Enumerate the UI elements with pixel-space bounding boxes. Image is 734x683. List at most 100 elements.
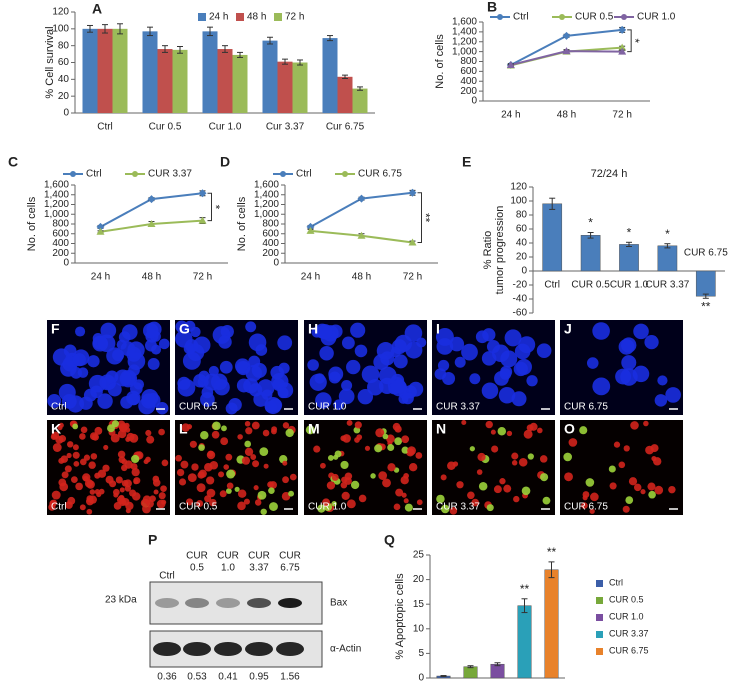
cell — [625, 496, 634, 504]
cell — [94, 426, 103, 435]
cell — [83, 454, 91, 461]
x-tick-label: Cur 1.0 — [209, 122, 242, 133]
bar — [544, 569, 559, 679]
x-tick-label: 72 h — [193, 272, 212, 283]
cell — [206, 488, 216, 498]
marker — [408, 238, 417, 246]
y-tick-label: 1,400 — [254, 189, 279, 200]
ratio: 0.53 — [187, 672, 207, 683]
legend-label: CUR 6.75 — [358, 169, 402, 180]
cell — [263, 463, 269, 469]
y-tick-label: 400 — [52, 238, 69, 249]
row-label: α-Actin — [330, 644, 361, 655]
cell — [340, 435, 347, 442]
x-tick-label: 24 h — [501, 110, 520, 121]
band — [247, 598, 271, 608]
significance: * — [627, 225, 632, 239]
y-tick-label: 600 — [52, 228, 69, 239]
cell — [378, 366, 397, 385]
cell — [341, 380, 353, 392]
cell — [142, 322, 159, 339]
cell — [210, 373, 228, 391]
y-tick-label: 40 — [516, 238, 528, 249]
cell — [208, 365, 219, 377]
cell — [237, 489, 247, 498]
cell — [340, 460, 349, 470]
bar — [352, 88, 368, 113]
cell — [124, 485, 132, 492]
cell — [416, 337, 427, 348]
cell — [153, 489, 159, 495]
cell — [514, 343, 531, 360]
y-tick-label: -20 — [513, 280, 528, 291]
cell — [537, 427, 543, 434]
panel-letter: P — [148, 532, 157, 548]
y-tick-label: 800 — [262, 219, 279, 230]
cell — [282, 476, 289, 484]
cell — [90, 385, 103, 399]
cell — [193, 336, 211, 354]
cell — [387, 444, 395, 452]
cell — [307, 359, 319, 371]
bar — [112, 28, 128, 113]
cell — [579, 426, 588, 435]
legend-marker — [621, 14, 627, 20]
cell — [613, 441, 621, 448]
y-axis-label: % Apoptopic cells — [394, 573, 406, 660]
cell — [331, 501, 337, 507]
cell — [621, 355, 637, 371]
cell — [176, 468, 185, 477]
cell — [493, 485, 502, 494]
cell — [282, 422, 290, 429]
cell — [245, 321, 257, 333]
cell — [145, 456, 151, 463]
ratio: 1.56 — [280, 672, 300, 683]
cell — [218, 471, 225, 478]
cell — [212, 421, 221, 431]
panel-letter: C — [8, 154, 18, 170]
cell — [285, 428, 294, 438]
y-tick-label: 80 — [58, 40, 70, 51]
cell — [200, 431, 209, 440]
bar — [82, 28, 98, 113]
cell — [277, 335, 293, 351]
cell — [364, 445, 371, 451]
cell — [486, 504, 494, 512]
bar — [490, 663, 505, 679]
cell — [515, 358, 532, 375]
cell — [114, 369, 132, 387]
cell — [633, 323, 649, 340]
cell — [327, 455, 334, 461]
band — [278, 598, 302, 608]
cell — [485, 420, 493, 429]
micrograph-caption: CUR 6.75 — [564, 502, 608, 513]
cell — [592, 377, 611, 396]
cell — [478, 481, 488, 491]
cell — [180, 460, 189, 469]
cell — [358, 494, 367, 503]
legend-swatch — [596, 631, 603, 638]
cell — [630, 421, 639, 430]
cell — [66, 452, 72, 459]
y-tick-label: 10 — [413, 623, 425, 634]
cell — [585, 478, 595, 487]
chart-title: 72/24 h — [591, 168, 628, 180]
cell — [72, 444, 79, 451]
micrograph-caption: CUR 0.5 — [179, 402, 218, 413]
y-tick-label: 0 — [471, 96, 477, 107]
marker — [562, 47, 571, 55]
y-tick-label: 800 — [52, 219, 69, 230]
cell — [200, 392, 215, 407]
y-tick-label: 80 — [516, 210, 528, 221]
cell — [117, 429, 127, 439]
band — [183, 642, 211, 656]
cell — [90, 453, 98, 460]
y-tick-label: -40 — [513, 294, 528, 305]
cell — [147, 358, 160, 370]
y-tick-label: 1,600 — [452, 17, 477, 28]
cell — [241, 456, 251, 465]
cell — [245, 427, 253, 435]
legend-label: CUR 0.5 — [575, 12, 614, 23]
cell — [651, 455, 657, 462]
